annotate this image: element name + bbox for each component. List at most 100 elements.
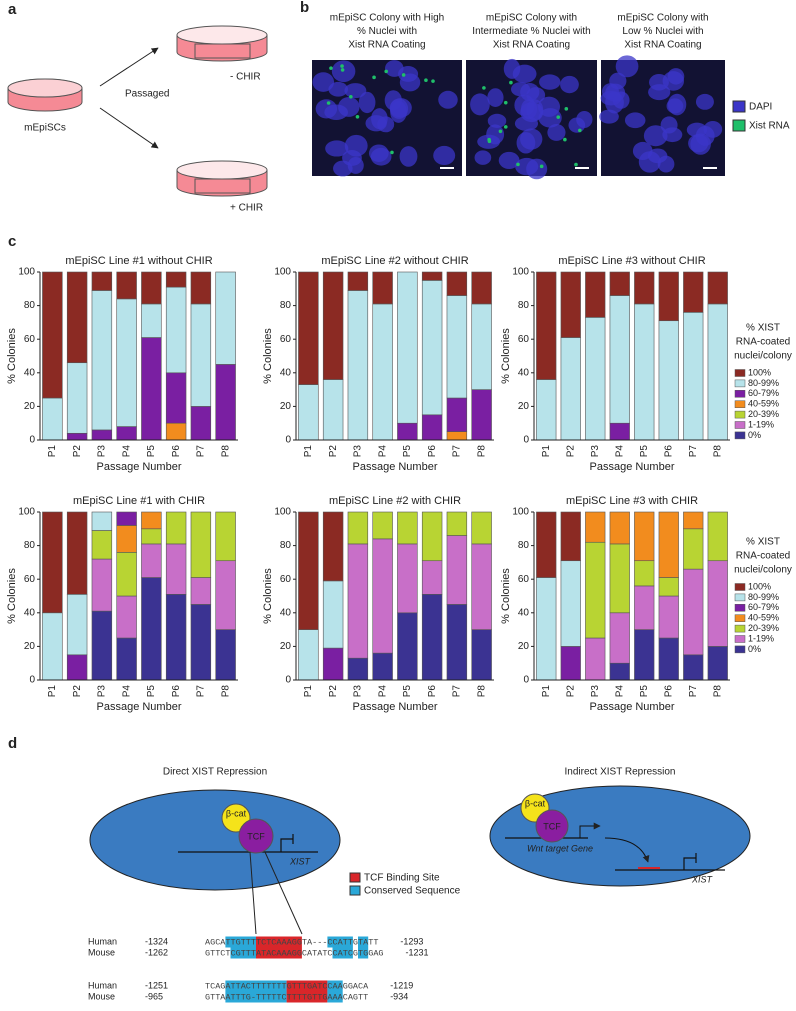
y-tick-label: 80 bbox=[280, 540, 292, 551]
y-tick-label: 60 bbox=[518, 574, 530, 585]
legend-label: 100% bbox=[748, 581, 771, 591]
bar-segment bbox=[609, 422, 630, 441]
bar-segment bbox=[66, 594, 88, 656]
x-axis-label: Passage Number bbox=[590, 701, 675, 713]
nucleus bbox=[370, 147, 392, 166]
legend-title: RNA-coated bbox=[736, 551, 790, 562]
nucleus bbox=[312, 72, 335, 92]
legend-label: 0% bbox=[748, 644, 761, 654]
xist-signal bbox=[326, 101, 331, 105]
panel-label: d bbox=[8, 735, 17, 752]
nucleus bbox=[503, 58, 521, 79]
legend-label: 40-59% bbox=[748, 399, 779, 409]
tcf-site bbox=[256, 936, 302, 948]
bar-segment bbox=[397, 612, 418, 681]
bar-segment bbox=[116, 525, 137, 553]
bar-segment bbox=[421, 280, 443, 416]
bar-segment bbox=[634, 560, 655, 587]
y-tick-label: 100 bbox=[274, 267, 291, 278]
bar-segment bbox=[707, 511, 728, 562]
image-caption: Xist RNA Coating bbox=[624, 40, 701, 51]
bar-segment bbox=[421, 271, 443, 281]
bar-segment bbox=[66, 271, 88, 364]
nucleus bbox=[568, 117, 586, 133]
x-tick-label: P7 bbox=[196, 685, 207, 698]
protein-label: TCF bbox=[543, 821, 561, 831]
position: -1324 bbox=[145, 936, 168, 946]
x-tick-label: P8 bbox=[220, 685, 231, 698]
x-tick-label: P3 bbox=[97, 685, 108, 698]
bar-segment bbox=[116, 637, 137, 681]
nucleus bbox=[438, 90, 458, 109]
x-tick-label: P6 bbox=[663, 685, 674, 698]
bar-segment bbox=[141, 577, 162, 681]
xist-signal bbox=[556, 115, 561, 119]
legend-swatch bbox=[734, 635, 746, 643]
arrow bbox=[99, 47, 159, 87]
y-axis-label: % Colonies bbox=[262, 568, 274, 624]
position: -934 bbox=[390, 991, 408, 1001]
legend-swatch bbox=[349, 885, 361, 896]
nucleus bbox=[539, 74, 561, 90]
bar-segment bbox=[322, 580, 344, 649]
bar-segment bbox=[116, 595, 137, 639]
x-tick-label: P8 bbox=[476, 445, 487, 458]
xist-signal bbox=[487, 137, 491, 142]
protein-label: β-cat bbox=[226, 808, 247, 818]
x-tick-label: P1 bbox=[541, 685, 552, 698]
bar-segment bbox=[707, 303, 728, 441]
bar-segment bbox=[658, 320, 679, 441]
x-axis-label: Passage Number bbox=[353, 461, 438, 473]
nucleus bbox=[609, 72, 627, 90]
bar-segment bbox=[609, 271, 630, 296]
xist-signal bbox=[355, 114, 360, 119]
promoter bbox=[579, 822, 601, 838]
bar-segment bbox=[471, 629, 492, 681]
nucleus bbox=[662, 127, 683, 143]
chart-title: mEpiSC Line #1 with CHIR bbox=[73, 495, 205, 507]
xist-signal bbox=[340, 64, 344, 68]
species: Mouse bbox=[88, 991, 115, 1001]
nucleus bbox=[526, 87, 546, 103]
bar-segment bbox=[116, 511, 137, 526]
bar-segment bbox=[585, 541, 606, 639]
nucleus bbox=[487, 88, 504, 108]
nucleus bbox=[511, 82, 531, 97]
x-tick-label: P1 bbox=[303, 445, 314, 458]
bar-segment bbox=[536, 511, 557, 578]
position: -1262 bbox=[145, 947, 168, 957]
bar-segment bbox=[42, 612, 63, 681]
xist-signal bbox=[539, 164, 544, 169]
x-tick-label: P8 bbox=[712, 445, 723, 458]
bar-segment bbox=[658, 577, 679, 597]
tcf bbox=[535, 809, 569, 843]
bar-segment bbox=[585, 317, 606, 441]
dish bbox=[176, 25, 268, 62]
bar-segment bbox=[609, 543, 630, 614]
nucleus bbox=[667, 93, 687, 116]
diagram-title: Indirect XIST Repression bbox=[565, 767, 676, 778]
x-tick-label: P2 bbox=[565, 685, 576, 698]
xist-signal bbox=[498, 129, 503, 134]
x-tick-label: P6 bbox=[663, 445, 674, 458]
legend-swatch bbox=[734, 645, 746, 654]
x-tick-label: P4 bbox=[614, 445, 625, 458]
sequence: TCAGATTACTTTTTTTGTTTGATCCAAGGACA bbox=[205, 981, 369, 991]
xist-signal bbox=[401, 73, 406, 77]
y-tick-label: 60 bbox=[24, 574, 36, 585]
legend-swatch bbox=[734, 379, 746, 388]
y-tick-label: 20 bbox=[280, 641, 292, 652]
arrow-label: Passaged bbox=[125, 89, 169, 100]
y-tick-label: 20 bbox=[24, 401, 36, 412]
xist-signal bbox=[574, 162, 578, 167]
tcf-site bbox=[286, 991, 328, 1003]
nucleus bbox=[615, 55, 639, 78]
nucleus bbox=[520, 128, 543, 150]
bar-segment bbox=[141, 511, 162, 530]
nucleus bbox=[662, 71, 685, 91]
bar-segment bbox=[141, 271, 162, 305]
image-caption: Intermediate % Nuclei with bbox=[472, 26, 590, 37]
bar-segment bbox=[298, 629, 319, 681]
nucleus bbox=[560, 75, 579, 94]
y-tick-label: 0 bbox=[523, 435, 529, 446]
